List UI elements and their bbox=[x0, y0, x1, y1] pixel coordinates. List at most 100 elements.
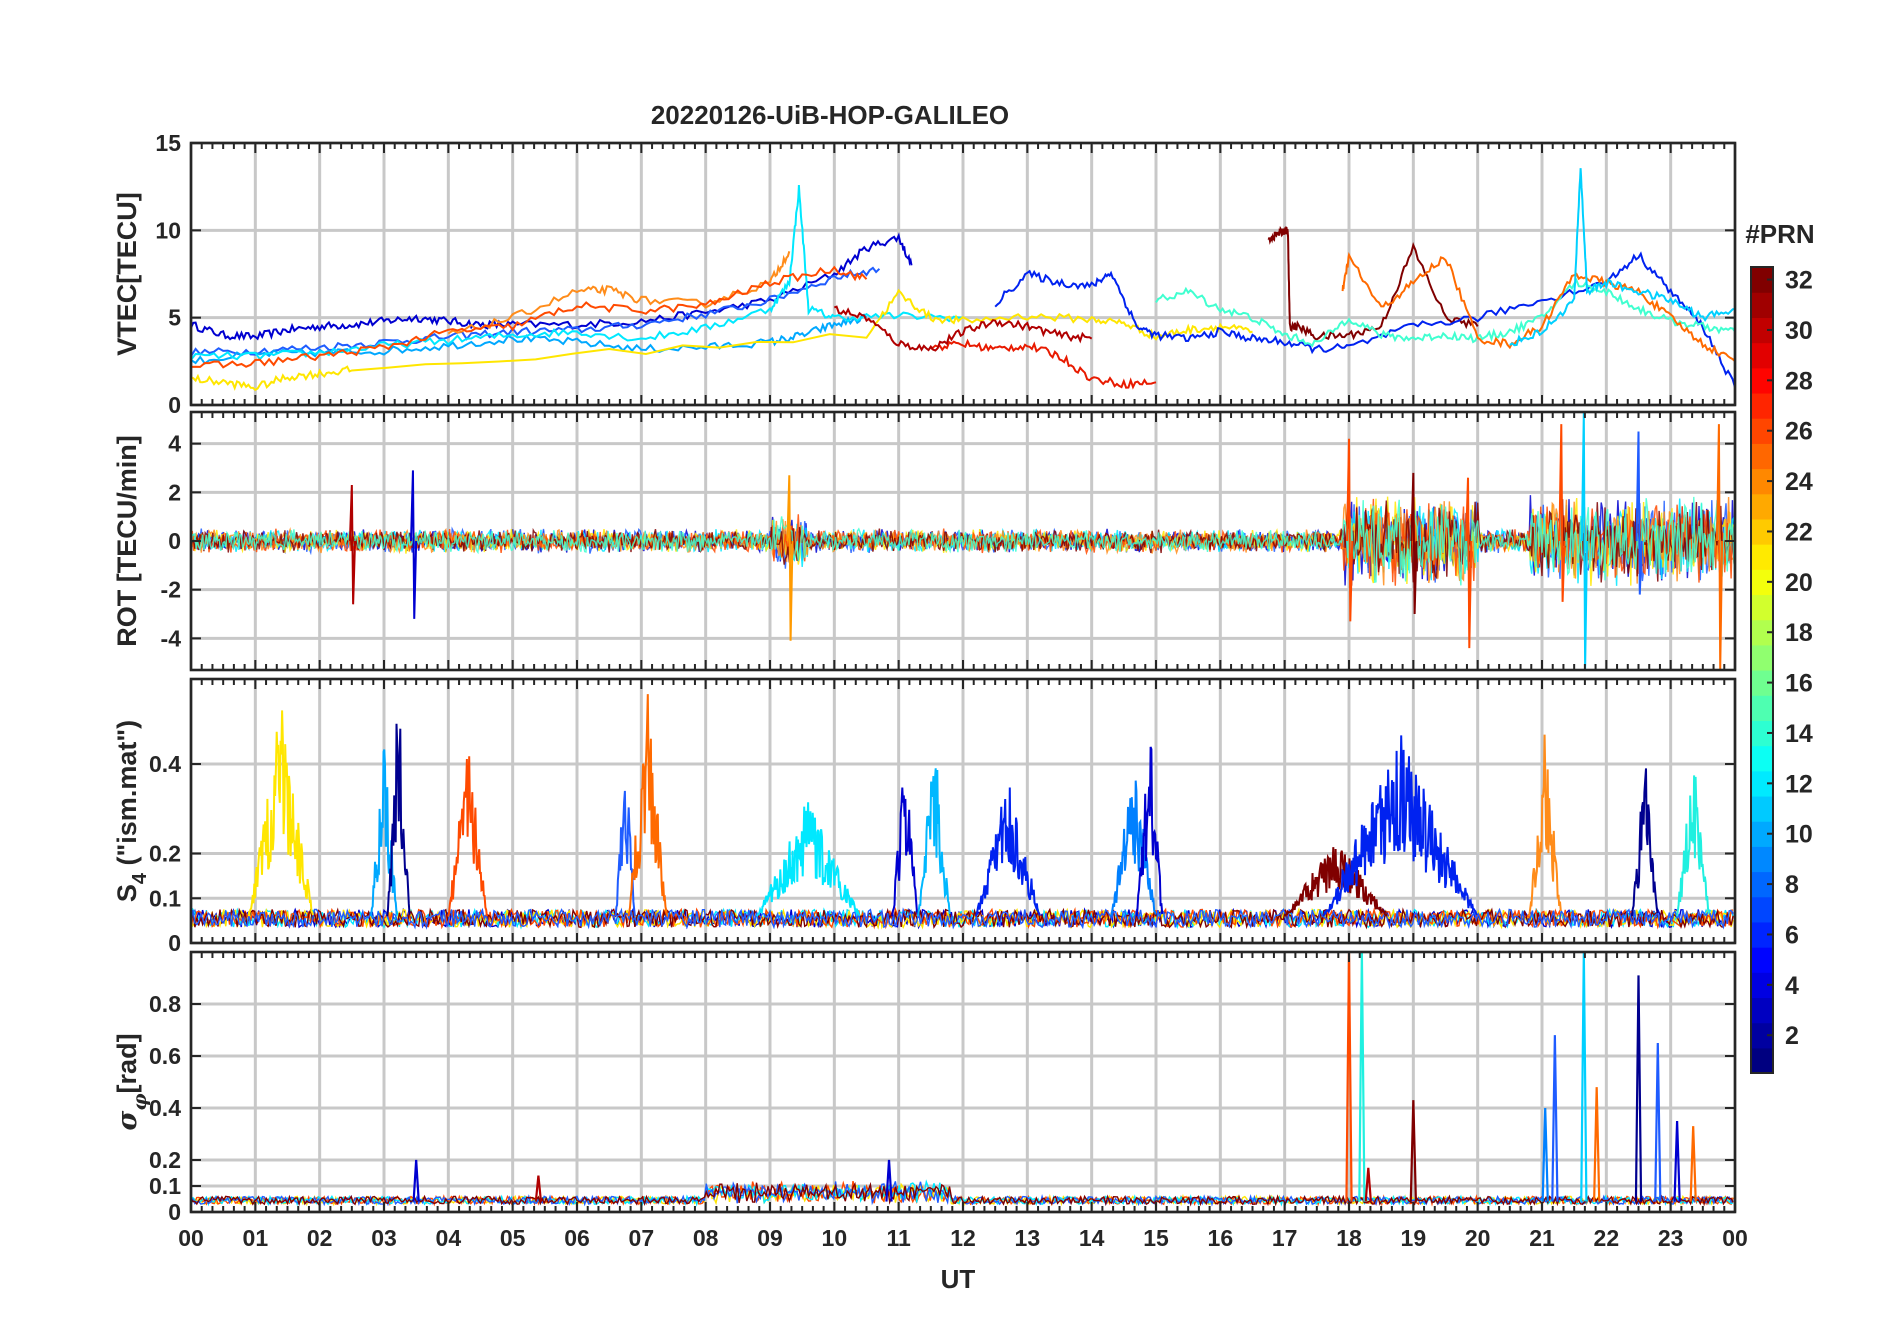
y-tick-label: 10 bbox=[155, 217, 181, 243]
y-tick-label: 4 bbox=[168, 431, 181, 457]
ylabel-phi: φ bbox=[129, 1093, 151, 1110]
colorbar-tick-label: 4 bbox=[1785, 972, 1799, 1000]
x-tick-label: 00 bbox=[1722, 1225, 1748, 1251]
s4-burst-prn-9 bbox=[370, 749, 398, 917]
colorbar-tick-label: 20 bbox=[1785, 569, 1813, 597]
s4-burst-prn-26 bbox=[447, 756, 488, 917]
colorbar-segment bbox=[1751, 896, 1773, 923]
x-tick-label: 15 bbox=[1143, 1225, 1169, 1251]
s4-burst-prn-4 bbox=[974, 787, 1041, 917]
x-tick-label: 14 bbox=[1079, 1225, 1105, 1251]
panel-sigma_phi: 00.10.2 0.4 0.6 0.8 σφ[rad] 00 01 02 03 04 05 06 07 0… bbox=[112, 950, 1748, 1251]
colorbar-segment bbox=[1751, 443, 1773, 470]
colorbar-segment bbox=[1751, 1022, 1773, 1049]
y-tick-label: 0.1 bbox=[149, 885, 181, 911]
sigma-spike-prn-13 bbox=[1358, 952, 1366, 1202]
colorbar-tick-label: 18 bbox=[1785, 619, 1813, 647]
x-tick-label: 03 bbox=[371, 1225, 397, 1251]
colorbar-segment bbox=[1751, 518, 1773, 545]
sigma-spike-prn-25 bbox=[1593, 1087, 1601, 1202]
y-tick-label: 0 bbox=[168, 1199, 181, 1225]
sigma-spike-prn-8 bbox=[1541, 1107, 1549, 1202]
colorbar-segment bbox=[1751, 544, 1773, 570]
colorbar-segment bbox=[1751, 317, 1773, 344]
colorbar-segment bbox=[1751, 367, 1773, 394]
x-tick-label: 04 bbox=[436, 1225, 462, 1251]
colorbar-segment bbox=[1751, 795, 1773, 822]
colorbar-segment bbox=[1751, 594, 1773, 621]
y-axis-label-rot: ROT [TECU/min] bbox=[112, 435, 142, 646]
x-tick-label: 01 bbox=[243, 1225, 269, 1251]
sigma-spike-prn-25 bbox=[1689, 1126, 1697, 1202]
colorbar-tick-label: 28 bbox=[1785, 367, 1813, 395]
vtec-series-prn-24 bbox=[447, 251, 791, 335]
colorbar-tick-label: 24 bbox=[1785, 468, 1813, 496]
vtec-series-prn-21 bbox=[191, 288, 1253, 392]
s4-burst-prn-21 bbox=[247, 710, 314, 917]
y-tick-label: 0 bbox=[168, 392, 181, 418]
s4-burst-prn-2 bbox=[386, 723, 411, 917]
rot-spike-prn-26 bbox=[1346, 438, 1354, 622]
colorbar-title: #PRN bbox=[1745, 219, 1814, 249]
colorbar-tick-label: 16 bbox=[1785, 670, 1813, 698]
s4-burst-prn-8 bbox=[1110, 780, 1157, 917]
s4-burst-prn-10 bbox=[917, 768, 951, 917]
colorbar-tick-label: 2 bbox=[1785, 1022, 1799, 1050]
series-group-rot bbox=[191, 412, 1735, 670]
s4-burst-prn-32 bbox=[1283, 847, 1388, 917]
rot-spike-prn-31 bbox=[348, 484, 357, 605]
y-tick-label: 0 bbox=[168, 528, 181, 554]
x-tick-label: 22 bbox=[1594, 1225, 1620, 1251]
colorbar-segment bbox=[1751, 569, 1773, 596]
colorbar-segment bbox=[1751, 670, 1773, 696]
colorbar-segment bbox=[1751, 846, 1773, 873]
rot-spike-prn-25 bbox=[1715, 424, 1724, 670]
y-axis-label-sigma_phi: σφ[rad] bbox=[112, 1033, 151, 1130]
y-axis-label-vtec: VTEC[TECU] bbox=[112, 192, 142, 356]
sigma-spike-prn-3 bbox=[412, 1159, 420, 1202]
colorbar-tick-label: 10 bbox=[1785, 821, 1813, 849]
x-tick-label: 23 bbox=[1658, 1225, 1684, 1251]
sigma-spike-prn-6 bbox=[1654, 1042, 1662, 1202]
colorbar-tick-label: 6 bbox=[1785, 921, 1799, 949]
colorbar-segment bbox=[1751, 418, 1773, 444]
x-tick-label: 00 bbox=[178, 1225, 204, 1251]
vtec-series-prn-9 bbox=[191, 313, 868, 365]
sigma-spike-prn-26 bbox=[1345, 952, 1353, 1202]
s4-burst-prn-2 bbox=[1631, 768, 1659, 917]
vtec-series-prn-12 bbox=[191, 185, 964, 361]
series-group-vtec bbox=[191, 168, 1735, 392]
ylabel-rest: [rad] bbox=[112, 1033, 142, 1093]
vtec-series-prn-11 bbox=[1509, 168, 1735, 347]
x-tick-label: 19 bbox=[1401, 1225, 1427, 1251]
colorbar-segment bbox=[1751, 695, 1773, 721]
x-tick-label: 12 bbox=[950, 1225, 976, 1251]
rot-spike-prn-11 bbox=[1580, 412, 1589, 670]
rot-spike-prn-22 bbox=[786, 475, 794, 641]
x-tick-label: 05 bbox=[500, 1225, 526, 1251]
colorbar-segment bbox=[1751, 871, 1773, 898]
rot-spike-prn-32 bbox=[1410, 472, 1418, 615]
y-tick-label: 0.2 bbox=[149, 841, 181, 867]
colorbar-segment bbox=[1751, 493, 1773, 520]
y-tick-label: 0 bbox=[168, 930, 181, 956]
x-tick-label: 09 bbox=[757, 1225, 783, 1251]
s4-burst-prn-3 bbox=[1135, 746, 1164, 917]
x-tick-label: 21 bbox=[1529, 1225, 1555, 1251]
s4-burst-prn-3 bbox=[891, 787, 919, 917]
panel-rot: -4 -2 0 2 4 ROT [TECU/min] bbox=[112, 410, 1737, 672]
colorbar-segment bbox=[1751, 468, 1773, 495]
colorbar-segment bbox=[1751, 972, 1773, 999]
rot-noise-trace bbox=[191, 496, 1735, 586]
colorbar-tick-label: 14 bbox=[1785, 720, 1813, 748]
y-tick-label: 0.8 bbox=[149, 991, 181, 1017]
colorbar-frame bbox=[1750, 266, 1774, 1074]
s4-burst-prn-12 bbox=[756, 802, 861, 917]
s4-burst-prn-24 bbox=[1528, 734, 1562, 917]
x-tick-label: 02 bbox=[307, 1225, 333, 1251]
sigma-spike-prn-3 bbox=[885, 1159, 893, 1202]
figure-title: 20220126-UiB-HOP-GALILEO bbox=[651, 100, 1009, 130]
colorbar-tick-label: 12 bbox=[1785, 770, 1813, 798]
